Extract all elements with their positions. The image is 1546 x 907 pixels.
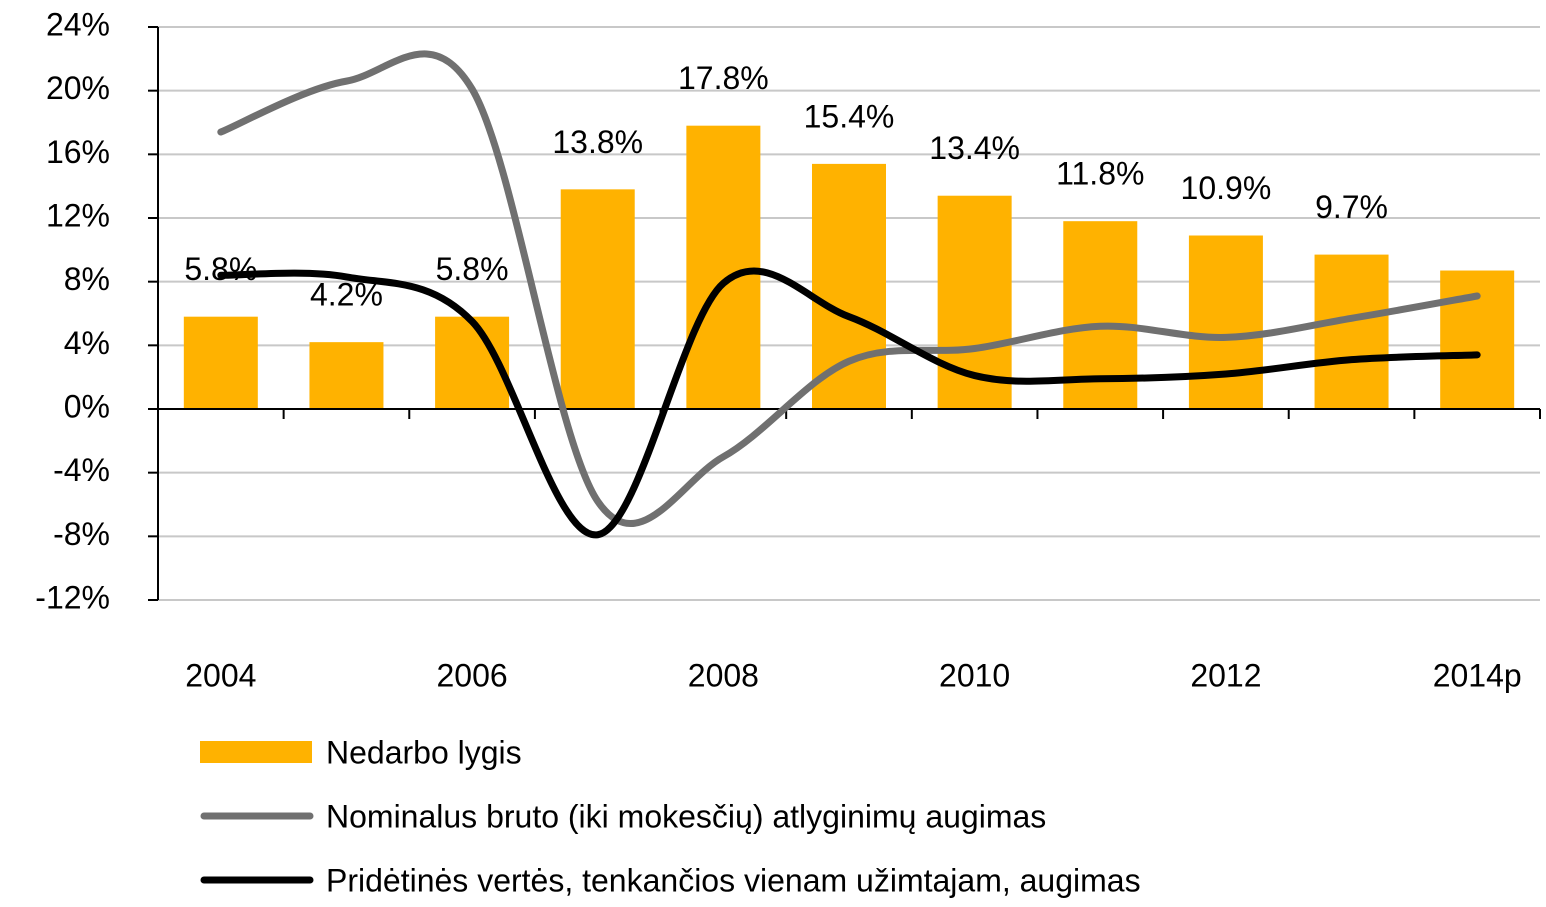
data-label: 4.2%: [310, 277, 383, 313]
data-label: 13.8%: [552, 124, 643, 160]
legend-label: Nominalus bruto (iki mokesčių) atlyginim…: [326, 798, 1046, 834]
y-tick-label: 12%: [46, 197, 110, 233]
y-tick-label: -12%: [35, 579, 110, 615]
y-tick-label: 16%: [46, 134, 110, 170]
bar: [183, 316, 258, 409]
legend-label: Pridėtinės vertės, tenkančios vienam uži…: [326, 862, 1141, 898]
data-label: 11.8%: [1056, 156, 1144, 192]
bar: [1314, 254, 1389, 409]
data-label: 9.7%: [1315, 189, 1388, 225]
x-tick-label: 2008: [688, 657, 759, 693]
y-tick-label: -4%: [53, 452, 110, 488]
y-tick-label: 0%: [64, 388, 110, 424]
y-tick-label: 24%: [46, 6, 110, 42]
x-tick-label: 2012: [1190, 657, 1261, 693]
bar: [686, 125, 761, 409]
line: [217, 50, 1481, 527]
y-tick-label: -8%: [53, 516, 110, 552]
data-label: 15.4%: [804, 98, 895, 134]
x-tick-label: 2014p: [1433, 657, 1522, 693]
bar: [1188, 235, 1263, 409]
x-tick-label: 2010: [939, 657, 1010, 693]
legend-swatch: [200, 741, 312, 763]
y-tick-label: 4%: [64, 325, 110, 361]
y-tick-label: 20%: [46, 70, 110, 106]
data-label: 13.4%: [929, 130, 1020, 166]
data-label: 5.8%: [184, 251, 257, 287]
bar: [309, 342, 384, 409]
bar: [1440, 270, 1515, 409]
line: [217, 267, 1481, 539]
legend-label: Nedarbo lygis: [326, 734, 522, 770]
data-label: 17.8%: [678, 60, 769, 96]
data-label: 5.8%: [436, 251, 509, 287]
bar: [812, 163, 886, 409]
x-tick-label: 2006: [436, 657, 507, 693]
bar: [560, 189, 635, 409]
y-tick-label: 8%: [64, 261, 110, 297]
data-label: 10.9%: [1181, 170, 1272, 206]
x-tick-label: 2004: [185, 657, 256, 693]
